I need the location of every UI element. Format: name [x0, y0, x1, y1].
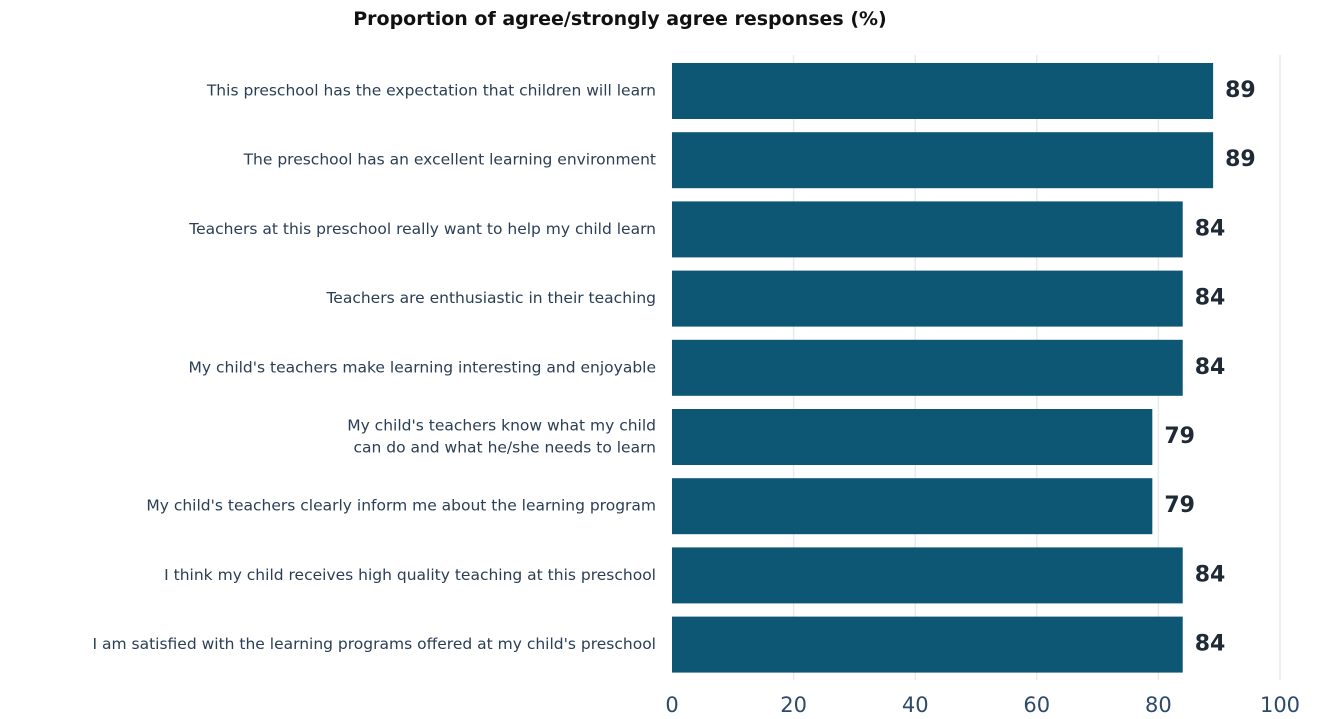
category-label: My child's teachers clearly inform me ab…	[146, 497, 656, 515]
data-label: 84	[1195, 216, 1226, 241]
bar	[672, 547, 1183, 604]
data-label: 79	[1164, 493, 1195, 518]
category-label: My child's teachers make learning intere…	[189, 358, 657, 376]
chart-title: Proportion of agree/strongly agree respo…	[353, 8, 887, 30]
bar	[672, 132, 1214, 189]
bar	[672, 616, 1183, 673]
bar	[672, 339, 1183, 396]
category-label: I think my child receives high quality t…	[164, 566, 656, 584]
category-label: The preschool has an excellent learning …	[243, 151, 656, 169]
x-tick-label: 60	[1023, 693, 1050, 717]
bar	[672, 201, 1183, 258]
data-label: 84	[1195, 355, 1226, 380]
x-tick-label: 0	[665, 693, 678, 717]
bar	[672, 63, 1214, 119]
data-label: 84	[1195, 562, 1226, 587]
x-tick-label: 100	[1260, 693, 1300, 717]
bar	[672, 270, 1183, 327]
data-label: 84	[1195, 632, 1226, 657]
category-label: My child's teachers know what my child	[347, 417, 656, 435]
data-label: 84	[1195, 286, 1226, 311]
data-label: 89	[1225, 147, 1256, 172]
bar	[672, 478, 1153, 535]
x-tick-label: 40	[902, 693, 929, 717]
category-label: I am satisfied with the learning program…	[92, 635, 656, 653]
x-tick-label: 20	[780, 693, 807, 717]
bar	[672, 409, 1153, 465]
category-label: Teachers are enthusiastic in their teach…	[325, 289, 656, 307]
category-label: can do and what he/she needs to learn	[353, 439, 656, 457]
category-label: Teachers at this preschool really want t…	[188, 220, 656, 238]
x-tick-label: 80	[1145, 693, 1172, 717]
category-label: This preschool has the expectation that …	[206, 82, 656, 100]
data-label: 89	[1225, 78, 1256, 103]
data-label: 79	[1164, 424, 1195, 449]
